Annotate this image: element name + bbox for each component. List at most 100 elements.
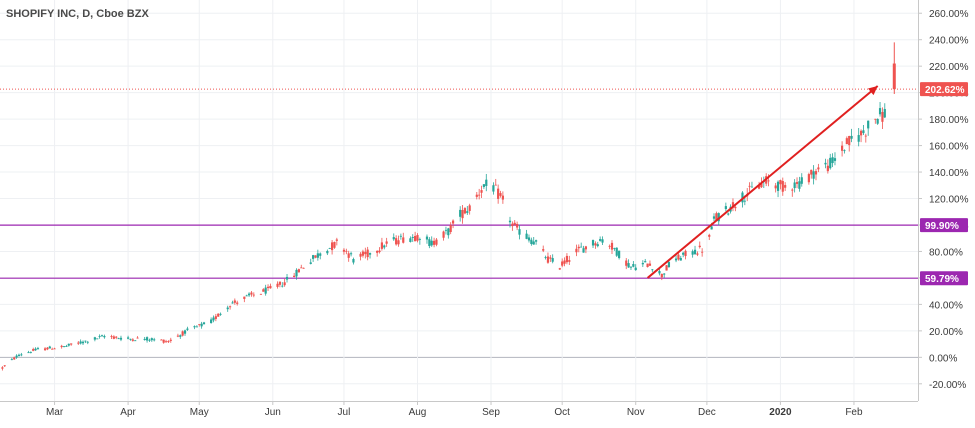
candle-up	[824, 162, 827, 165]
candle-up	[629, 266, 633, 268]
y-tick-label: 180.00%	[929, 115, 969, 126]
candle-down	[779, 180, 782, 185]
candle-up	[148, 339, 151, 341]
candle-up	[15, 355, 18, 358]
candle-up	[644, 261, 647, 263]
candle-down	[511, 223, 514, 227]
candle-up	[447, 228, 450, 236]
candle-down	[480, 190, 483, 193]
candle-up	[679, 257, 682, 261]
candle-up	[627, 263, 630, 268]
candle-up	[193, 326, 196, 328]
candle-up	[843, 150, 846, 152]
candle-up	[143, 338, 146, 340]
candle-down	[60, 345, 63, 348]
candle-up	[800, 177, 803, 184]
candle-down	[696, 253, 699, 255]
candle-down	[432, 240, 436, 245]
candle-up	[264, 287, 267, 294]
candle-up	[741, 192, 744, 203]
candle-down	[501, 195, 504, 200]
candle-down	[266, 286, 270, 289]
candle-up	[492, 185, 495, 192]
candle-up	[392, 237, 395, 240]
candle-down	[259, 293, 263, 295]
candle-up	[831, 157, 834, 164]
candle-up	[65, 346, 68, 347]
y-tick-label: 140.00%	[929, 168, 969, 179]
x-tick-label: 2020	[769, 407, 792, 418]
candle-down	[684, 250, 687, 257]
candle-down	[513, 222, 516, 225]
candle-down	[115, 336, 118, 338]
candle-up	[525, 233, 528, 239]
x-tick-label: Dec	[698, 407, 716, 418]
candle-down	[757, 185, 761, 189]
candle-up	[717, 213, 720, 222]
candle-up	[103, 336, 106, 338]
candle-up	[776, 181, 780, 191]
candle-up	[81, 341, 85, 344]
candle-down	[217, 313, 220, 317]
candle-up	[580, 246, 583, 248]
candle-up	[226, 307, 229, 310]
candle-down	[463, 208, 467, 214]
candle-up	[219, 313, 222, 315]
candle-down	[164, 341, 168, 343]
candle-up	[281, 285, 284, 287]
x-tick-label: Aug	[409, 407, 427, 418]
candle-up	[682, 252, 685, 255]
candle-down	[276, 283, 279, 287]
candle-up	[96, 338, 99, 340]
candle-up	[312, 255, 315, 259]
candle-up	[425, 236, 429, 240]
candle-down	[376, 250, 379, 253]
candle-up	[309, 262, 312, 264]
candle-down	[283, 282, 286, 286]
candle-down	[563, 260, 566, 264]
candle-down	[558, 268, 561, 270]
candle-down	[478, 194, 481, 196]
chart-title: SHOPIFY INC, D, Cboe BZX	[6, 8, 149, 20]
horizontal-line-label-bg	[920, 218, 968, 233]
candle-up	[862, 130, 865, 134]
candle-down	[162, 339, 165, 343]
x-tick-label: Oct	[554, 407, 570, 418]
y-tick-label: 120.00%	[929, 195, 969, 206]
candle-up	[430, 240, 433, 246]
candle-down	[397, 240, 400, 245]
candle-up	[599, 239, 602, 241]
candle-down	[584, 246, 588, 250]
candle-up	[86, 341, 89, 343]
candle-up	[444, 229, 448, 231]
horizontal-line-label: 59.79%	[925, 274, 959, 285]
candle-up	[411, 237, 414, 238]
candle-down	[874, 118, 877, 120]
candle-down	[51, 348, 54, 350]
candle-down	[32, 349, 35, 351]
candle-up	[829, 157, 832, 169]
candle-up	[532, 241, 535, 245]
candle-down	[625, 260, 628, 266]
candle-up	[210, 319, 213, 324]
candle-down	[364, 251, 367, 255]
x-axis-background	[0, 401, 975, 423]
candle-down	[468, 205, 471, 211]
candle-down	[198, 324, 201, 326]
candle-up	[551, 258, 554, 262]
candle-up	[368, 253, 372, 255]
candle-down	[252, 294, 255, 296]
candles	[1, 42, 896, 371]
candle-up	[850, 135, 853, 139]
candle-up	[878, 108, 882, 115]
candle-down	[807, 174, 810, 183]
candle-down	[366, 249, 369, 258]
candle-up	[231, 302, 234, 304]
candle-up	[663, 273, 666, 275]
candle-down	[236, 302, 239, 304]
candle-down	[859, 130, 863, 136]
candle-down	[840, 145, 844, 151]
candle-up	[596, 244, 599, 247]
horizontal-line-label: 99.90%	[925, 221, 959, 232]
